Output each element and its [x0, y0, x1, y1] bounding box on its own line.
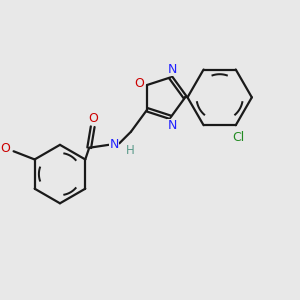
Text: O: O [134, 77, 144, 90]
Text: N: N [110, 138, 119, 151]
Text: N: N [167, 119, 177, 132]
Text: N: N [167, 63, 177, 76]
Text: Cl: Cl [232, 131, 244, 144]
Text: O: O [88, 112, 98, 125]
Text: H: H [126, 144, 134, 157]
Text: O: O [1, 142, 10, 155]
